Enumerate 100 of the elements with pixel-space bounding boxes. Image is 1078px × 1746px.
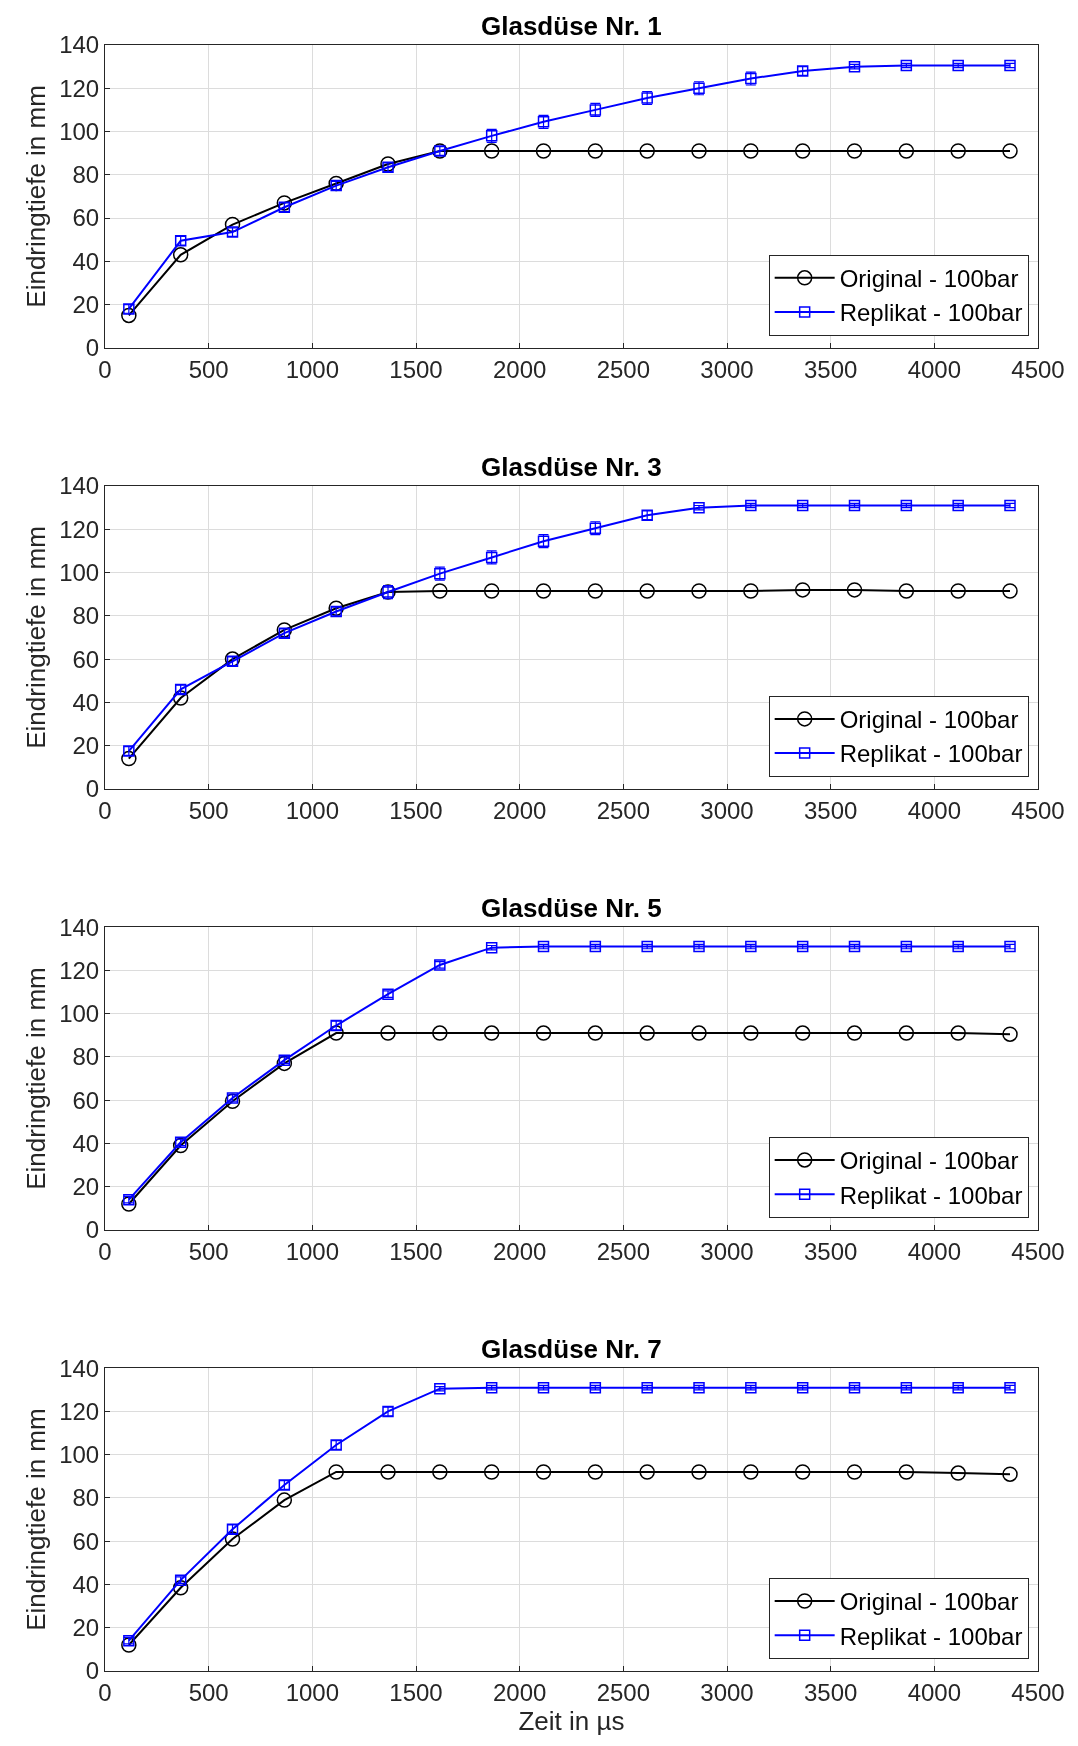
point (1002, 1026, 1018, 1042)
point (743, 143, 759, 159)
x-tick-label: 4000 (907, 1678, 962, 1706)
y-tick-label: 60 (72, 645, 100, 673)
x-tick-label: 2000 (492, 1678, 547, 1706)
x-tick-label: 4000 (907, 796, 962, 824)
point (691, 143, 707, 159)
point (535, 143, 552, 159)
point (846, 1025, 863, 1041)
point (1002, 143, 1018, 159)
chart-title: Glasdüse Nr. 7 (481, 1334, 662, 1364)
point (743, 583, 759, 599)
point (846, 1464, 863, 1480)
point (535, 1464, 552, 1480)
x-axis-title: Zeit in µs (518, 1705, 625, 1736)
point (432, 1464, 448, 1480)
x-tick-label: 2000 (492, 796, 547, 824)
y-axis-title: Eindringtiefe in mm (20, 967, 51, 1190)
x-tick-label: 4500 (1011, 355, 1065, 383)
y-tick-label: 20 (72, 290, 100, 318)
y-axis-title: Eindringtiefe in mm (20, 526, 51, 749)
point (121, 307, 137, 324)
x-tick-label: 3000 (700, 796, 754, 824)
point (328, 1025, 344, 1041)
point (328, 600, 344, 617)
point (121, 750, 137, 767)
y-tick-label: 0 (85, 1216, 100, 1244)
point (224, 651, 241, 667)
y-tick-label: 0 (85, 775, 100, 803)
x-tick-label: 4500 (1011, 1237, 1065, 1265)
point (950, 1025, 966, 1041)
y-tick-label: 120 (59, 74, 100, 102)
y-tick-label: 140 (59, 913, 100, 941)
y-tick-label: 20 (72, 1173, 100, 1201)
y-tick-label: 100 (59, 117, 100, 145)
x-tick-label: 1000 (285, 1237, 340, 1265)
y-tick-label: 20 (72, 732, 100, 760)
point (172, 247, 189, 263)
point (639, 143, 655, 159)
y-tick-label: 80 (72, 602, 100, 630)
chart-title: Glasdüse Nr. 3 (481, 452, 662, 482)
x-tick-label: 500 (188, 1678, 229, 1706)
point (794, 1025, 811, 1041)
y-tick-label: 60 (72, 1527, 100, 1555)
point (639, 1464, 655, 1480)
point (121, 1637, 137, 1653)
y-tick-label: 120 (59, 1397, 100, 1425)
x-tick-label: 2500 (596, 1678, 651, 1706)
x-tick-label: 4500 (1011, 796, 1065, 824)
point (432, 1025, 448, 1041)
y-tick-label: 60 (72, 1086, 100, 1114)
point (639, 1025, 655, 1041)
point (691, 1464, 707, 1480)
point (483, 1464, 500, 1480)
y-tick-label: 80 (72, 1043, 100, 1071)
x-tick-label: 500 (188, 1237, 229, 1265)
x-tick-label: 4000 (907, 1237, 962, 1265)
point (587, 143, 604, 159)
legend-label: Replikat - 100bar (839, 740, 1023, 768)
point (224, 1531, 241, 1547)
point (587, 1025, 604, 1041)
point (846, 143, 863, 159)
point (691, 583, 707, 599)
point (380, 156, 396, 172)
x-tick-label: 3500 (803, 1237, 858, 1265)
legend-label: Original - 100bar (839, 706, 1019, 734)
x-tick-label: 1500 (389, 355, 443, 383)
point (846, 582, 863, 598)
point (898, 1025, 915, 1041)
point (639, 583, 655, 599)
y-tick-label: 140 (59, 31, 100, 59)
point (224, 216, 241, 233)
x-tick-label: 1500 (389, 796, 443, 824)
legend-label: Original - 100bar (839, 1147, 1019, 1175)
x-tick-label: 1000 (285, 1678, 340, 1706)
point (535, 1025, 552, 1041)
point (743, 1025, 759, 1041)
x-tick-label: 2000 (492, 355, 547, 383)
point (794, 1464, 811, 1480)
x-tick-label: 2000 (492, 1237, 547, 1265)
y-tick-label: 40 (72, 1129, 100, 1157)
y-tick-label: 140 (59, 472, 100, 500)
point (483, 583, 500, 599)
point (432, 583, 448, 599)
x-tick-label: 1500 (389, 1237, 443, 1265)
y-tick-label: 140 (59, 1354, 100, 1382)
x-tick-label: 4500 (1011, 1678, 1065, 1706)
y-tick-label: 40 (72, 1570, 100, 1598)
y-tick-label: 60 (72, 204, 100, 232)
legend-label: Replikat - 100bar (839, 299, 1023, 327)
y-tick-label: 40 (72, 688, 100, 716)
x-tick-label: 2500 (596, 355, 651, 383)
point (794, 143, 811, 159)
point (380, 1464, 396, 1480)
point (380, 1025, 396, 1041)
x-tick-label: 500 (188, 796, 229, 824)
x-tick-label: 1000 (285, 355, 340, 383)
y-tick-label: 0 (85, 1657, 100, 1685)
x-tick-label: 3000 (700, 355, 754, 383)
legend-label: Original - 100bar (839, 1588, 1019, 1616)
